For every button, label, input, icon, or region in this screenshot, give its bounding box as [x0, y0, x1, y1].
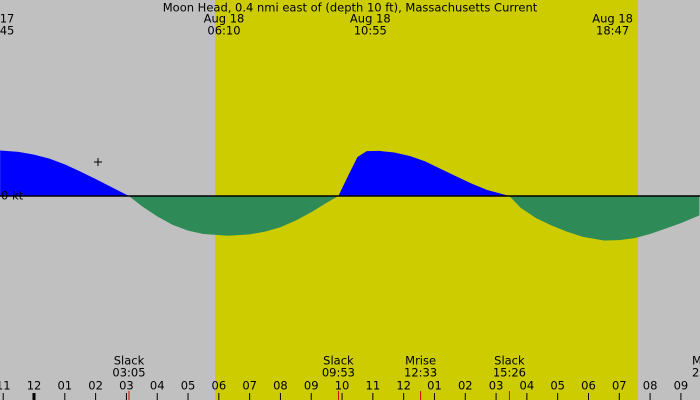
- x-tick-label: 12: [396, 379, 411, 393]
- x-tick-label: 11: [366, 379, 381, 393]
- x-tick-label: 01: [427, 379, 442, 393]
- x-tick-label: 01: [57, 379, 72, 393]
- x-tick-label: 05: [181, 379, 196, 393]
- x-tick-label: 02: [458, 379, 473, 393]
- x-tick-label: 04: [150, 379, 165, 393]
- chart-title: Moon Head, 0.4 nmi east of (depth 10 ft)…: [163, 1, 538, 15]
- x-tick-label: 03: [119, 379, 134, 393]
- event-time: 12:33: [404, 366, 437, 380]
- event-name: Slack: [114, 354, 145, 368]
- x-tick-label: 05: [550, 379, 565, 393]
- current-area: [509, 196, 700, 241]
- x-tick-label: 02: [88, 379, 103, 393]
- current-area: [338, 150, 510, 196]
- top-time: 45: [0, 24, 14, 38]
- x-tick-label: 06: [581, 379, 596, 393]
- x-tick-label: 08: [273, 379, 288, 393]
- event-name: M: [692, 354, 700, 368]
- x-tick-label: 06: [212, 379, 227, 393]
- top-date: Aug 18: [204, 12, 245, 26]
- event-name: Slack: [323, 354, 354, 368]
- event-name: Slack: [494, 354, 525, 368]
- cross-marker: [94, 158, 102, 166]
- x-tick-label: 07: [612, 379, 627, 393]
- current-area: [0, 150, 129, 196]
- event-time: 03:05: [112, 366, 145, 380]
- y-label: 0 kt: [1, 189, 24, 203]
- event-time: 09:53: [322, 366, 355, 380]
- x-tick-label: 09: [304, 379, 319, 393]
- x-tick-label: 08: [643, 379, 658, 393]
- x-tick-label: 07: [242, 379, 257, 393]
- current-area: [128, 196, 339, 236]
- top-date: 17: [0, 12, 14, 26]
- event-name: Mrise: [405, 354, 436, 368]
- x-tick-label: 12: [27, 379, 42, 393]
- top-date: Aug 18: [592, 12, 633, 26]
- x-tick-label: 10: [335, 379, 350, 393]
- top-time: 18:47: [596, 24, 629, 38]
- top-time: 10:55: [354, 24, 387, 38]
- x-tick-label: 09: [674, 379, 689, 393]
- x-tick-label: 04: [520, 379, 535, 393]
- plot: [0, 150, 700, 241]
- top-date: Aug 18: [350, 12, 391, 26]
- x-tick-label: 11: [0, 379, 11, 393]
- top-time: 06:10: [207, 24, 240, 38]
- event-time: 2: [692, 366, 699, 380]
- x-tick-label: 03: [489, 379, 504, 393]
- event-time: 15:26: [493, 366, 526, 380]
